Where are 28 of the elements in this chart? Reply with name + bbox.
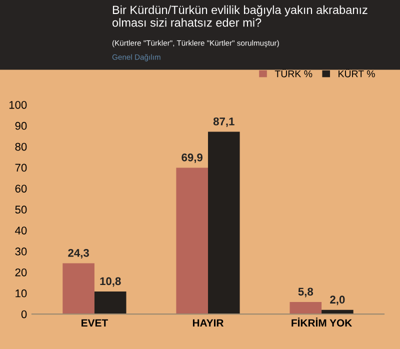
data-label: 69,9 <box>182 154 203 163</box>
data-label: 2,0 <box>330 296 345 306</box>
x-tick-label: EVET <box>82 319 108 327</box>
legend-label: KÜRT % <box>338 69 375 78</box>
chart-title: Bir Kürdün/Türkün evlilik bağıyla yakın akrabanız olması sizi rahatsız eder mi? <box>112 5 368 27</box>
data-label: 24,3 <box>68 248 89 258</box>
data-label: 10,8 <box>100 277 121 287</box>
y-tick-label: 0 <box>21 310 27 318</box>
data-label: 5,8 <box>298 288 314 298</box>
y-tick-label: 80 <box>15 142 27 151</box>
bar <box>62 263 94 314</box>
bar <box>176 168 208 314</box>
bar <box>290 302 322 314</box>
legend-label: TÜRK % <box>274 69 312 78</box>
y-tick-label: 20 <box>15 268 27 276</box>
y-tick-label: 100 <box>9 100 27 109</box>
bar <box>208 132 240 314</box>
y-tick-label: 50 <box>15 206 27 214</box>
y-tick-label: 90 <box>15 122 27 130</box>
y-tick-label: 40 <box>15 226 27 234</box>
x-tick-label: HAYIR <box>192 319 224 327</box>
data-label: 87,1 <box>213 117 234 127</box>
y-tick-label: 10 <box>16 289 27 298</box>
y-tick-label: 70 <box>15 164 27 172</box>
bar <box>94 291 126 314</box>
y-tick-label: 30 <box>15 248 27 256</box>
y-tick-label: 60 <box>15 184 27 193</box>
x-tick-label: FİKRİM YOK <box>292 318 352 327</box>
